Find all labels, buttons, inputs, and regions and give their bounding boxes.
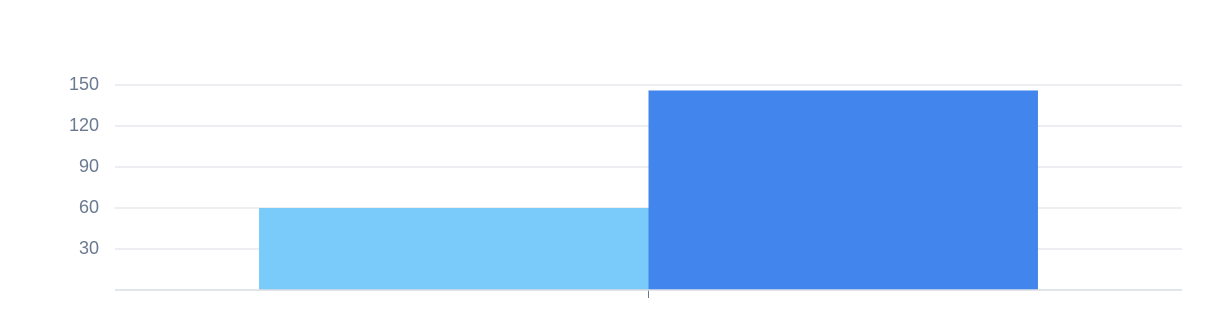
y-tick-label: 30: [79, 238, 99, 258]
y-tick-label: 120: [69, 115, 99, 135]
bar: [648, 90, 1038, 290]
y-tick-label: 150: [69, 74, 99, 94]
y-tick-label: 60: [79, 197, 99, 217]
bar: [259, 208, 649, 290]
y-tick-label: 90: [79, 156, 99, 176]
